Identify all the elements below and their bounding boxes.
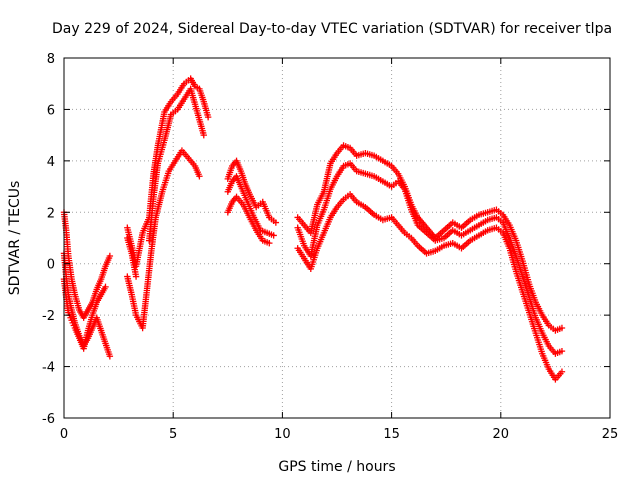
x-tick-label: 0	[60, 427, 68, 442]
axis-ticks: 0 5 10 15 20 25 -6 -4 -2 0 2 4 6 8	[42, 52, 618, 442]
data-point	[196, 173, 203, 180]
x-tick-label: 15	[383, 427, 400, 442]
data-point	[558, 368, 566, 375]
grid-lines	[64, 58, 610, 418]
x-tick-label: 25	[602, 427, 619, 442]
y-tick-label: 0	[47, 258, 55, 273]
x-axis-label: GPS time / hours	[278, 459, 395, 475]
data-point	[558, 324, 566, 332]
y-tick-label: 2	[47, 206, 55, 221]
data-point	[102, 283, 109, 291]
data-point	[106, 353, 114, 360]
y-tick-label: -2	[42, 309, 55, 324]
y-tick-label: -4	[42, 361, 55, 376]
data-points	[60, 75, 566, 383]
x-tick-label: 10	[274, 427, 291, 442]
data-point	[266, 239, 273, 247]
data-point	[204, 113, 212, 121]
y-tick-label: 8	[47, 52, 55, 67]
x-tick-label: 5	[169, 427, 177, 442]
y-tick-label: 6	[47, 103, 55, 118]
data-point	[106, 252, 114, 260]
plot-frame	[63, 57, 611, 419]
data-point	[132, 273, 140, 280]
data-point	[200, 131, 207, 139]
y-axis-label: SDTVAR / TECUs	[7, 181, 23, 296]
data-point	[270, 232, 277, 239]
y-tick-label: -6	[42, 412, 55, 427]
x-tick-label: 20	[493, 427, 510, 442]
chart-title: Day 229 of 2024, Sidereal Day-to-day VTE…	[52, 21, 612, 37]
data-point	[272, 219, 280, 226]
data-point	[558, 347, 566, 355]
y-tick-label: 4	[47, 155, 55, 170]
